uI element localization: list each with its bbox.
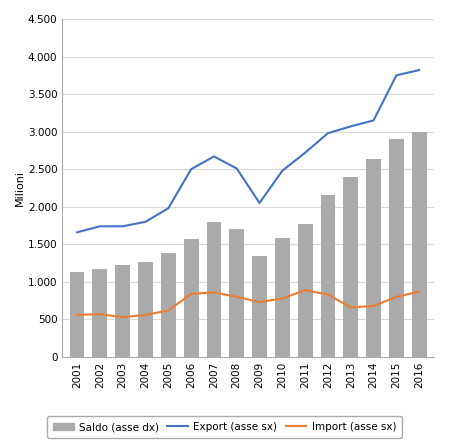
Export (asse sx) [280,168,285,173]
Bar [343,177,358,357]
Export (asse sx) [211,154,216,159]
Import (asse sx) [257,299,262,305]
Export (asse sx) [120,224,125,229]
Import (asse sx) [211,290,216,295]
Export (asse sx) [303,150,308,155]
Bar [115,265,130,357]
Export (asse sx) [143,219,148,224]
Bar [366,159,381,357]
Export (asse sx) [234,166,239,171]
Import (asse sx) [120,314,125,320]
Line: Export (asse sx): Export (asse sx) [77,70,419,233]
Export (asse sx) [394,73,399,78]
Y-axis label: Milioni: Milioni [15,170,25,206]
Bar [138,263,153,357]
Bar [92,269,107,357]
Export (asse sx) [348,124,353,129]
Export (asse sx) [75,230,80,235]
Export (asse sx) [166,206,171,211]
Legend: Saldo (asse dx), Export (asse sx), Import (asse sx): Saldo (asse dx), Export (asse sx), Impor… [47,416,402,438]
Import (asse sx) [189,291,194,297]
Line: Import (asse sx): Import (asse sx) [77,290,419,317]
Bar [229,229,244,357]
Bar [184,239,198,357]
Export (asse sx) [371,118,376,123]
Import (asse sx) [325,292,330,297]
Bar [70,272,84,357]
Import (asse sx) [348,305,353,310]
Import (asse sx) [75,312,80,318]
Bar [321,195,335,357]
Import (asse sx) [417,289,422,294]
Bar [207,222,221,357]
Import (asse sx) [143,312,148,318]
Import (asse sx) [371,303,376,309]
Bar [298,224,313,357]
Bar [389,139,404,357]
Export (asse sx) [325,130,330,136]
Export (asse sx) [97,224,102,229]
Export (asse sx) [189,167,194,172]
Import (asse sx) [166,308,171,313]
Bar [412,132,427,357]
Export (asse sx) [257,200,262,206]
Import (asse sx) [97,311,102,317]
Import (asse sx) [303,288,308,293]
Import (asse sx) [394,294,399,300]
Bar [275,237,290,357]
Import (asse sx) [280,296,285,301]
Bar [161,253,176,357]
Bar [252,256,267,357]
Export (asse sx) [417,67,422,73]
Import (asse sx) [234,294,239,300]
